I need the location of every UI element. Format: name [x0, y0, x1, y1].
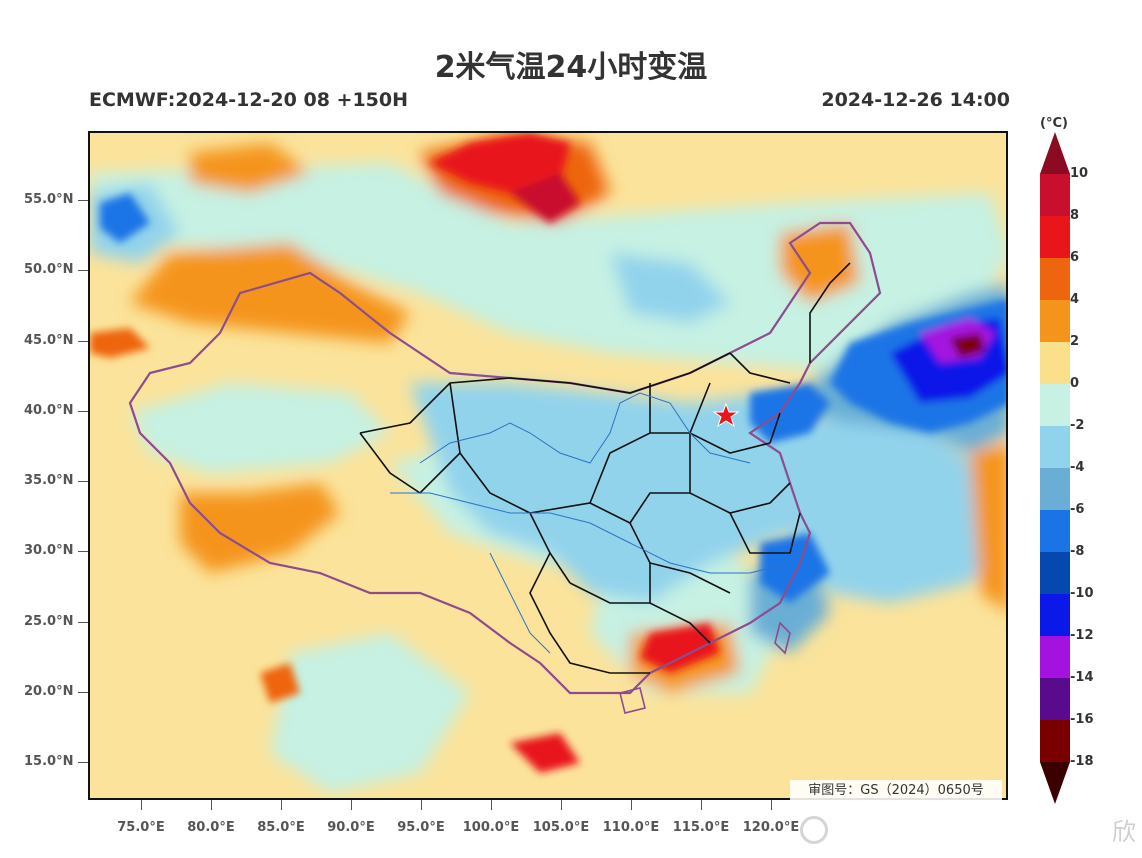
colorbar-segment — [1040, 216, 1070, 259]
colorbar-tick-label: -6 — [1070, 502, 1085, 517]
lat-tick — [78, 341, 88, 342]
lat-label-55: 55.0°N — [24, 192, 74, 207]
colorbar-tick-label: 2 — [1070, 334, 1080, 349]
lat-label-20: 20.0°N — [24, 684, 74, 699]
watermark-text: 欣 — [1112, 818, 1136, 846]
lat-tick — [78, 411, 88, 412]
model-run-label: ECMWF:2024-12-20 08 +150H — [89, 89, 409, 111]
colorbar-tick-label: -12 — [1070, 628, 1094, 643]
colorbar-tick-label: -14 — [1070, 670, 1094, 685]
colorbar-segment — [1040, 300, 1070, 343]
lat-tick — [78, 692, 88, 693]
colorbar-segment — [1040, 426, 1070, 469]
lat-label-25: 25.0°N — [24, 614, 74, 629]
lat-label-50: 50.0°N — [24, 262, 74, 277]
colorbar-segment — [1040, 342, 1070, 385]
map-approval-number: 审图号：GS（2024）0650号 — [790, 780, 1002, 802]
colorbar-tick-label: 10 — [1070, 166, 1089, 181]
colorbar-bottom-arrow — [1040, 762, 1070, 804]
colorbar-tick-label: -10 — [1070, 586, 1094, 601]
red-star-marker — [712, 402, 740, 428]
lon-tick — [491, 800, 492, 810]
country-border — [128, 221, 882, 695]
lon-label-85: 85.0°E — [257, 820, 305, 835]
chart-title: 2米气温24小时变温 — [434, 50, 708, 85]
lat-tick — [78, 270, 88, 271]
colorbar-segment — [1040, 384, 1070, 427]
colorbar-tick-label: -16 — [1070, 712, 1094, 727]
lon-label-90: 90.0°E — [327, 820, 375, 835]
lat-tick — [78, 200, 88, 201]
lon-tick — [141, 800, 142, 810]
colorbar-segment — [1040, 720, 1070, 763]
lon-label-105: 105.0°E — [532, 820, 590, 835]
colorbar-tick-label: -4 — [1070, 460, 1085, 475]
lon-tick — [701, 800, 702, 810]
lon-label-120: 120.0°E — [742, 820, 800, 835]
colorbar-segment — [1040, 678, 1070, 721]
valid-time-label: 2024-12-26 14:00 — [821, 89, 1010, 111]
lon-label-110: 110.0°E — [602, 820, 660, 835]
colorbar-segment — [1040, 510, 1070, 553]
map-panel[interactable] — [88, 131, 1008, 800]
lon-label-115: 115.0°E — [672, 820, 730, 835]
colorbar-tick-label: -8 — [1070, 544, 1085, 559]
lon-tick — [281, 800, 282, 810]
lon-tick — [631, 800, 632, 810]
colorbar-segment — [1040, 594, 1070, 637]
colorbar-tick-label: 4 — [1070, 292, 1080, 307]
lon-tick — [211, 800, 212, 810]
temperature-change-map — [90, 133, 1006, 798]
colorbar-segment — [1040, 468, 1070, 511]
lat-tick — [78, 551, 88, 552]
rivers — [390, 392, 791, 654]
lon-tick — [421, 800, 422, 810]
colorbar — [1040, 132, 1070, 804]
lon-label-95: 95.0°E — [397, 820, 445, 835]
colorbar-tick-label: -2 — [1070, 418, 1085, 433]
lat-tick — [78, 622, 88, 623]
colorbar-tick-label: 0 — [1070, 376, 1080, 391]
lat-tick — [78, 481, 88, 482]
colorbar-tick-label: -18 — [1070, 754, 1094, 769]
colorbar-tick-label: 6 — [1070, 250, 1080, 265]
lat-tick — [78, 762, 88, 763]
watermark-logo-icon — [800, 816, 828, 844]
lon-tick — [771, 800, 772, 810]
lat-label-40: 40.0°N — [24, 403, 74, 418]
colorbar-segment — [1040, 258, 1070, 301]
lon-label-75: 75.0°E — [117, 820, 165, 835]
lon-tick — [561, 800, 562, 810]
colorbar-tick-label: 8 — [1070, 208, 1080, 223]
lat-label-35: 35.0°N — [24, 473, 74, 488]
lon-tick — [351, 800, 352, 810]
colorbar-unit: (°C) — [1040, 116, 1068, 131]
lon-label-100: 100.0°E — [462, 820, 520, 835]
lat-label-15: 15.0°N — [24, 754, 74, 769]
lat-label-30: 30.0°N — [24, 543, 74, 558]
colorbar-segment — [1040, 174, 1070, 217]
colorbar-top-arrow — [1040, 132, 1070, 174]
colorbar-segment — [1040, 552, 1070, 595]
lat-label-45: 45.0°N — [24, 333, 74, 348]
lon-label-80: 80.0°E — [187, 820, 235, 835]
colorbar-segment — [1040, 636, 1070, 679]
